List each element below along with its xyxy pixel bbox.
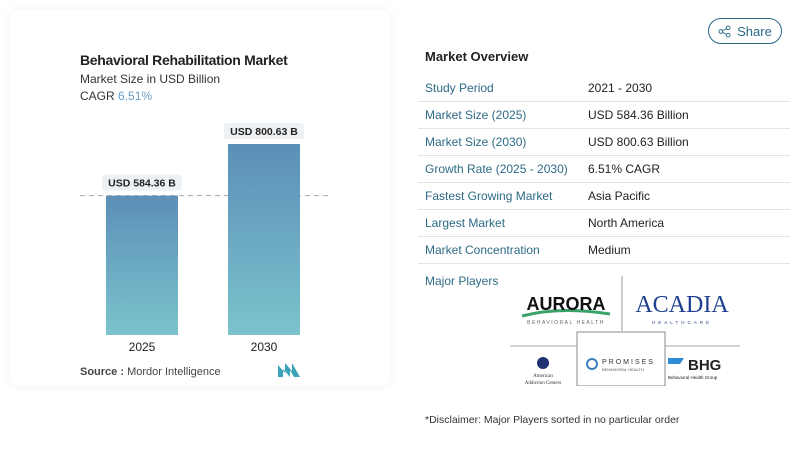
svg-text:BHG: BHG xyxy=(688,357,721,374)
row-label: Market Size (2025) xyxy=(425,108,527,122)
row-value: 2021 - 2030 xyxy=(588,81,653,95)
share-button[interactable]: Share xyxy=(708,18,782,44)
x-tick-label: 2030 xyxy=(251,340,278,354)
row-label: Growth Rate (2025 - 2030) xyxy=(425,162,568,176)
svg-text:AURORA: AURORA xyxy=(527,294,606,314)
row-label: Largest Market xyxy=(425,216,506,230)
data-label: USD 800.63 B xyxy=(230,126,298,138)
svg-text:BEHAVIORAL HEALTH: BEHAVIORAL HEALTH xyxy=(602,367,644,372)
bar-2030 xyxy=(228,144,300,335)
row-label: Market Concentration xyxy=(425,243,540,257)
svg-text:ACADIA: ACADIA xyxy=(635,292,729,318)
row-label: Fastest Growing Market xyxy=(425,189,553,203)
svg-text:American: American xyxy=(533,374,553,379)
cagr: CAGR 6.51% xyxy=(80,89,152,103)
source-label: Source : xyxy=(80,366,125,378)
bar-chart: USD 584.36 B 2025 USD 800.63 B 2030 xyxy=(80,123,330,354)
row-value: Asia Pacific xyxy=(588,189,651,203)
overview-row: Study Period 2021 - 2030 xyxy=(418,75,790,102)
row-label: Study Period xyxy=(425,81,494,95)
chart-subtitle: Market Size in USD Billion xyxy=(80,72,221,86)
data-label-bg xyxy=(224,123,304,139)
overview-row: Market Size (2030) USD 800.63 Billion xyxy=(418,129,790,156)
chart-title: Behavioral Rehabilitation Market xyxy=(80,52,288,68)
overview-row: Largest Market North America xyxy=(418,210,790,237)
data-label: USD 584.36 B xyxy=(108,178,176,190)
source-name: Mordor Intelligence xyxy=(127,366,221,378)
data-label-bg xyxy=(102,174,182,191)
overview-row: Market Concentration Medium xyxy=(418,237,790,264)
cagr-label: CAGR xyxy=(80,89,115,103)
overview-row: Fastest Growing Market Asia Pacific xyxy=(418,183,790,210)
svg-text:PROMISES: PROMISES xyxy=(602,359,655,366)
bar-2025 xyxy=(106,195,178,335)
overview-row: Growth Rate (2025 - 2030) 6.51% CAGR xyxy=(418,156,790,183)
share-label: Share xyxy=(737,23,772,39)
share-icon xyxy=(718,24,731,38)
row-value: USD 800.63 Billion xyxy=(588,135,689,149)
source: Source : Mordor Intelligence xyxy=(80,366,221,378)
major-players-label: Major Players xyxy=(425,274,499,288)
overview-row: Market Size (2025) USD 584.36 Billion xyxy=(418,102,790,129)
major-players-logos: AURORA BEHAVIORAL HEALTH ACADIA HEALTHCA… xyxy=(510,276,740,386)
row-value: 6.51% CAGR xyxy=(588,162,661,176)
row-value: Medium xyxy=(588,243,631,257)
overview-title: Market Overview xyxy=(425,49,529,64)
svg-text:BEHAVIORAL HEALTH: BEHAVIORAL HEALTH xyxy=(527,320,605,326)
cagr-value: 6.51% xyxy=(118,89,153,103)
overview-table: Study Period 2021 - 2030 Market Size (2025… xyxy=(418,75,790,264)
row-value: USD 584.36 Billion xyxy=(588,108,689,122)
disclaimer: *Disclaimer: Major Players sorted in no … xyxy=(425,414,680,426)
chart-card xyxy=(10,10,390,386)
svg-text:Addiction Centers: Addiction Centers xyxy=(525,381,562,386)
x-tick-label: 2025 xyxy=(129,340,156,354)
svg-text:HEALTHCARE: HEALTHCARE xyxy=(652,320,712,325)
row-label: Market Size (2030) xyxy=(425,135,527,149)
svg-text:Behavioral Health Group: Behavioral Health Group xyxy=(668,375,718,380)
mordor-logo-icon xyxy=(278,363,300,377)
row-value: North America xyxy=(588,216,665,230)
